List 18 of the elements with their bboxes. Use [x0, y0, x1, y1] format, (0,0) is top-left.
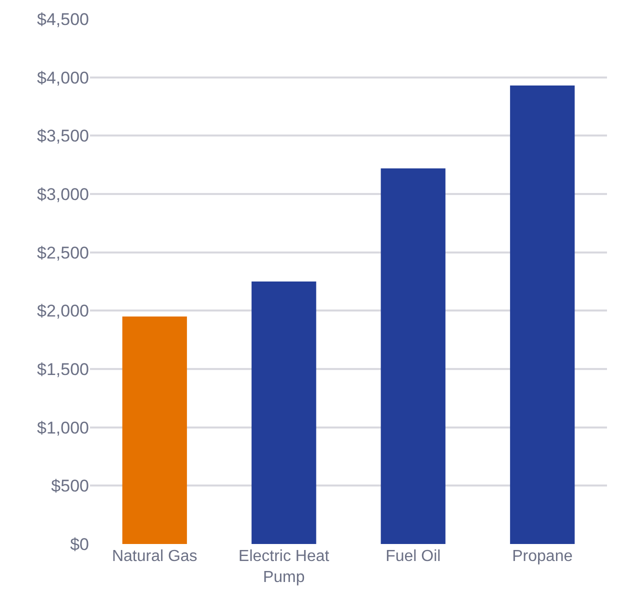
y-tick-label: $4,500: [37, 10, 89, 29]
x-tick-label: Propane: [512, 548, 573, 565]
y-tick-label: $500: [51, 476, 89, 496]
y-tick-label: $0: [70, 534, 89, 554]
y-tick-label: $3,000: [37, 184, 89, 204]
bar: [252, 282, 316, 544]
y-tick-label: $2,000: [37, 302, 89, 321]
x-tick-label: Electric Heat Pump: [238, 548, 330, 586]
y-tick-label: $1,500: [37, 360, 89, 379]
x-tick-label: Natural Gas: [112, 548, 198, 565]
y-tick-label: $4,000: [37, 68, 89, 88]
bar: [380, 168, 446, 544]
bar: [510, 86, 575, 544]
bar: [122, 316, 187, 544]
y-tick-label: $3,500: [37, 126, 89, 146]
x-tick-label: Fuel Oil: [386, 548, 441, 565]
y-tick-label: $1,000: [37, 418, 89, 438]
y-tick-label: $2,500: [37, 243, 89, 262]
